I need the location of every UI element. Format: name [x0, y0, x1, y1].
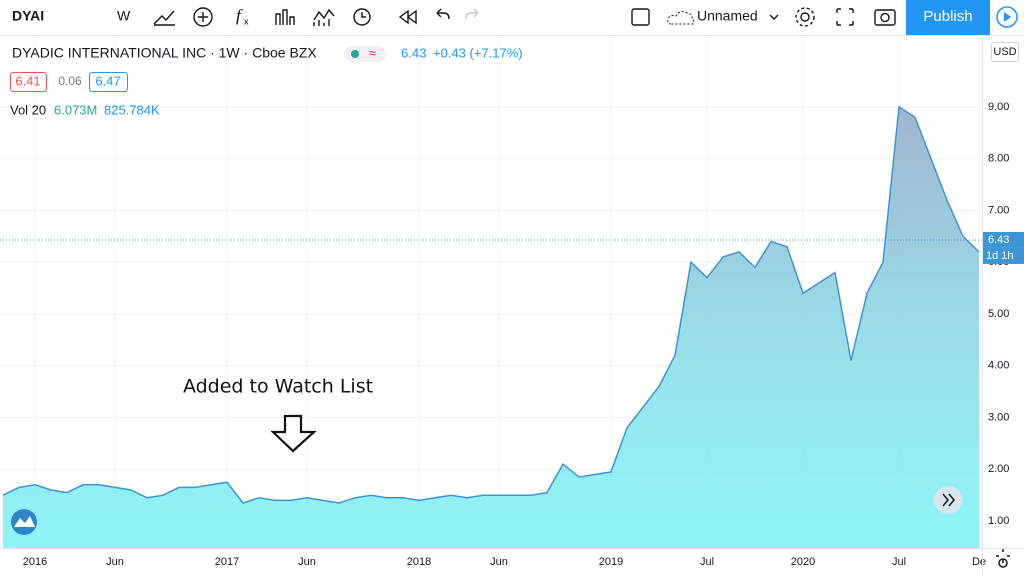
legend-title: DYADIC INTERNATIONAL INC · 1W · Cboe BZX: [12, 45, 317, 61]
interval[interactable]: W: [117, 8, 131, 24]
fx-icon[interactable]: f: [236, 6, 243, 25]
spread: 0.06: [58, 74, 82, 88]
bid-box[interactable]: [10, 72, 47, 92]
play-button[interactable]: [996, 6, 1018, 28]
vol-value: 6.073M: [54, 102, 97, 117]
ask[interactable]: 6.47: [95, 73, 120, 88]
x-tick-label: Jun: [490, 556, 508, 568]
snapshot-icon[interactable]: [874, 9, 896, 26]
x-tick-label: De: [972, 556, 986, 568]
x-tick-label: 2017: [215, 556, 239, 568]
axis-settings-ring: [998, 558, 1008, 568]
vol-ma: 825.784K: [104, 102, 160, 117]
redo-icon[interactable]: [465, 8, 479, 20]
layout-name[interactable]: Unnamed: [697, 8, 758, 24]
y-tick-label: 3.00: [988, 411, 1009, 423]
y-tick-label: 5.00: [988, 308, 1009, 320]
last-price-label: 6.43: [988, 234, 1009, 246]
layout-caret[interactable]: [769, 14, 779, 20]
legend: DYADIC INTERNATIONAL INC · 1W · Cboe BZX…: [10, 45, 523, 117]
undo-icon[interactable]: [436, 8, 450, 20]
status-wave: ≈: [369, 45, 376, 60]
area-fill: [3, 106, 979, 549]
annotation-arrow: [270, 414, 317, 453]
x-tick-label: 2018: [407, 556, 431, 568]
settings-icon[interactable]: [800, 12, 810, 22]
toolbar-bg: [0, 0, 1024, 35]
x-tick-label: 2019: [599, 556, 623, 568]
y-tick-label: 7.00: [988, 204, 1009, 216]
fullscreen-icon[interactable]: [836, 8, 854, 26]
indicator-add-icon[interactable]: [193, 7, 213, 27]
annotation: Added to Watch List: [183, 376, 373, 398]
x-tick-label: Jul: [700, 556, 714, 568]
replay-icon[interactable]: [398, 9, 417, 25]
plot: 1.002.003.004.005.006.007.008.009.002016…: [0, 37, 1024, 575]
vol-label: Vol 20: [10, 102, 46, 117]
y-tick-label: 8.00: [988, 153, 1009, 165]
last-price-tag: [983, 231, 1024, 248]
legend-change: +0.43 (+7.17%): [433, 45, 523, 60]
countdown-tag: [983, 247, 1024, 264]
currency-box[interactable]: [991, 42, 1019, 62]
legend-close: 6.43: [401, 45, 426, 60]
currency[interactable]: USD: [993, 46, 1016, 58]
x-tick-label: Jul: [892, 556, 906, 568]
financials-icon[interactable]: [275, 9, 295, 25]
y-tick-label: 4.00: [988, 360, 1009, 372]
status-dot: [351, 50, 359, 58]
countdown: 1d 1h: [986, 250, 1014, 262]
publish-button[interactable]: [906, 0, 990, 35]
compare-icon[interactable]: [313, 8, 335, 26]
plus: [198, 12, 208, 22]
play-triangle: [1004, 12, 1011, 22]
axis-settings-icon[interactable]: [996, 549, 1010, 563]
y-tick-label: 1.00: [988, 515, 1009, 527]
symbol[interactable]: DYAI: [12, 8, 44, 24]
y-tick-label: 2.00: [988, 463, 1009, 475]
x-tick-label: 2016: [23, 556, 47, 568]
fx-sub: x: [244, 16, 249, 26]
x-tick-label: 2020: [791, 556, 815, 568]
price-line: [2, 105, 980, 504]
bid[interactable]: 6.41: [15, 73, 40, 88]
fullscreen-select-icon[interactable]: [631, 8, 650, 26]
x-tick-label: Jun: [298, 556, 316, 568]
y-tick-label: 9.00: [988, 101, 1009, 113]
clock: [361, 12, 366, 18]
status-pill: [344, 46, 386, 62]
publish-label[interactable]: Publish: [923, 8, 972, 25]
ask-box[interactable]: [89, 72, 128, 92]
chart-style-icon[interactable]: [153, 10, 175, 26]
logo-mark: [14, 516, 35, 527]
lens: [880, 12, 890, 23]
scroll-arrows: [942, 493, 955, 507]
x-tick-label: Jun: [106, 556, 124, 568]
alert-icon[interactable]: [353, 8, 371, 26]
settings-gear: [795, 7, 815, 27]
